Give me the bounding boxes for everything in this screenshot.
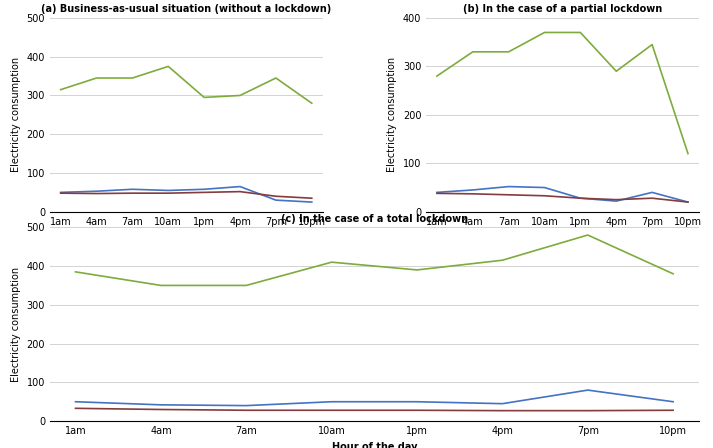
Title: (c) In the case of a total lockdown: (c) In the case of a total lockdown [281,214,468,224]
Legend: Commercial, Industrial, Residential: Commercial, Industrial, Residential [431,284,694,302]
X-axis label: Hour of the day: Hour of the day [332,442,417,448]
Title: (b) In the case of a partial lockdown: (b) In the case of a partial lockdown [463,4,662,14]
Y-axis label: Electricity consumption: Electricity consumption [11,57,21,172]
X-axis label: Hour of the day: Hour of the day [520,232,605,242]
Legend: Commercial, Industrial, Residential: Commercial, Industrial, Residential [54,284,318,302]
Y-axis label: Electricity consumption: Electricity consumption [387,57,397,172]
Y-axis label: Electricity consumption: Electricity consumption [11,267,21,382]
Title: (a) Business-as-usual situation (without a lockdown): (a) Business-as-usual situation (without… [41,4,332,14]
X-axis label: Hour of the day: Hour of the day [143,232,229,242]
